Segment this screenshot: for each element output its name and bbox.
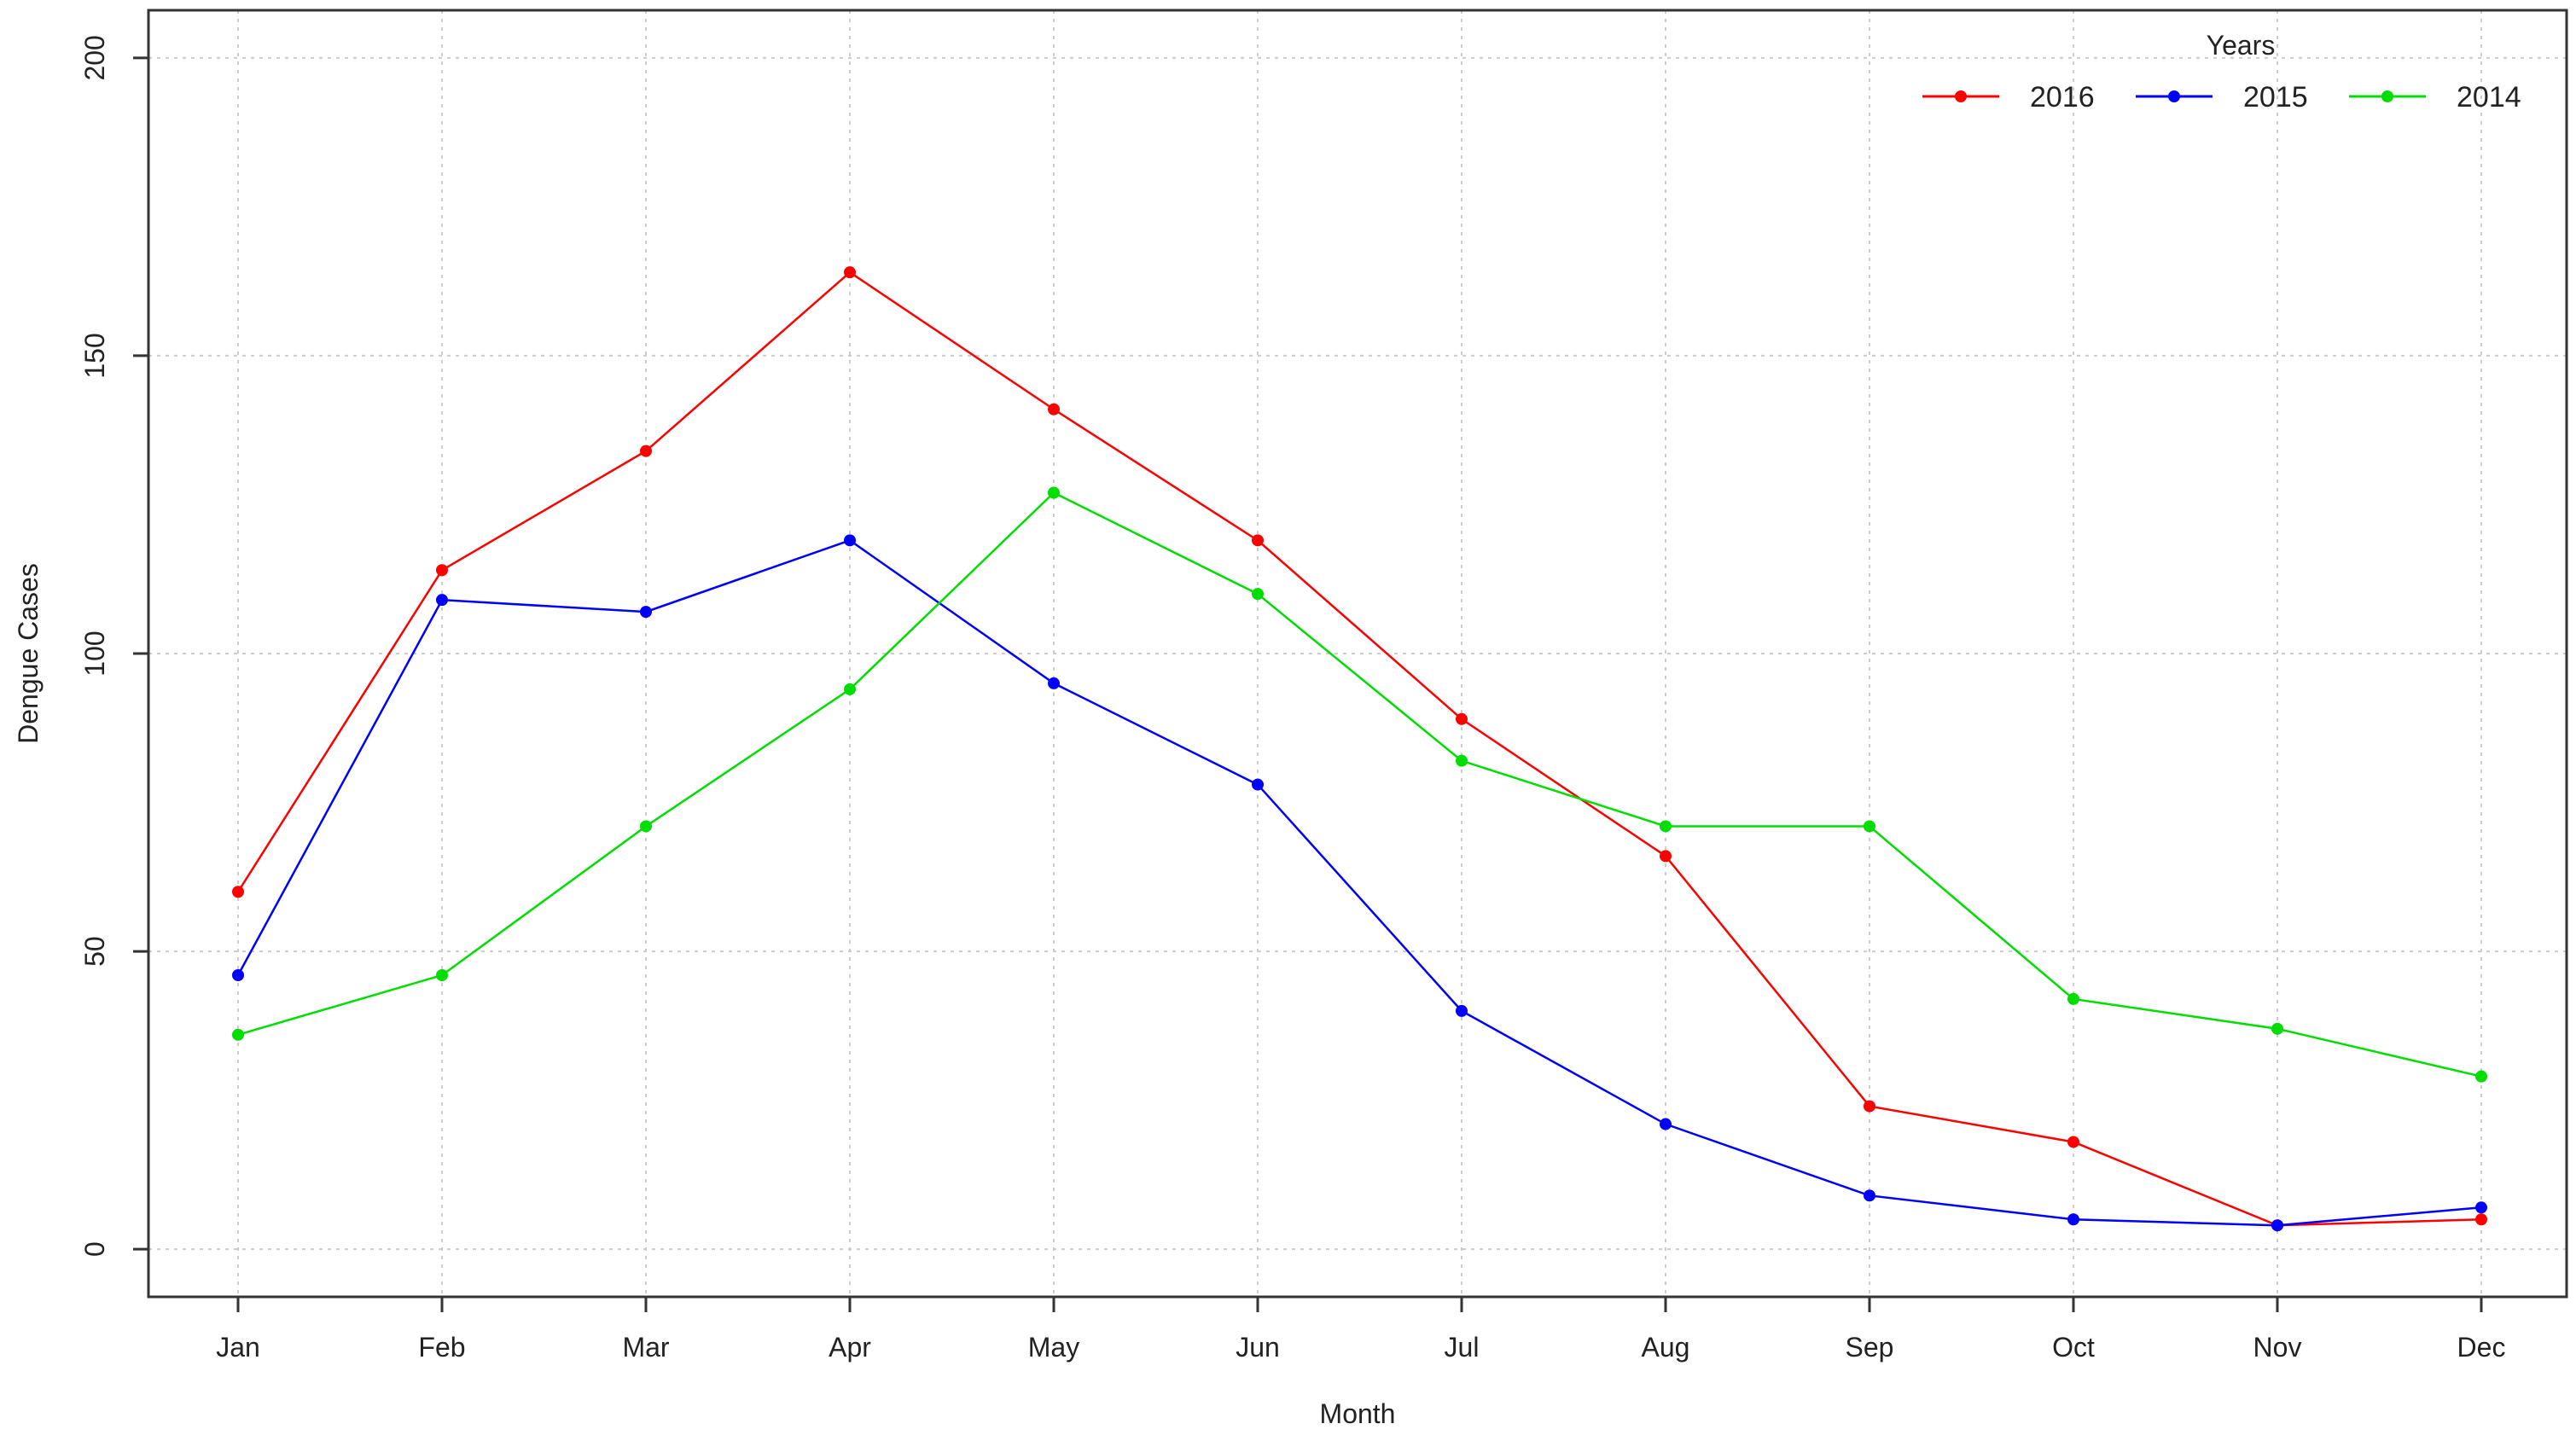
data-point-2015	[1660, 1118, 1672, 1130]
series-line-2015	[236, 538, 2482, 1227]
data-point-2015	[1048, 677, 1060, 689]
legend-marker-2016	[1955, 90, 1967, 102]
legend-label-2015: 2015	[2243, 81, 2308, 113]
x-tick-label: Oct	[2052, 1332, 2095, 1363]
x-tick-label: Jun	[1236, 1332, 1280, 1363]
data-point-2015	[2067, 1213, 2079, 1226]
series-line-2016	[236, 270, 2482, 1227]
series-2014	[232, 486, 2487, 1083]
data-point-2014	[1456, 754, 1468, 767]
data-point-2015	[844, 534, 856, 547]
data-point-2015	[640, 606, 652, 619]
data-point-2014	[1864, 820, 1875, 833]
x-tick-label: Sep	[1846, 1332, 1894, 1363]
data-point-2014	[436, 969, 448, 981]
data-point-2016	[436, 564, 448, 577]
x-tick-label: Apr	[829, 1332, 871, 1363]
legend-marker-2015	[2168, 90, 2180, 102]
data-point-2014	[232, 1028, 244, 1041]
data-point-2016	[844, 266, 856, 279]
x-tick-label: Dec	[2457, 1332, 2506, 1363]
y-tick-label: 0	[79, 1241, 110, 1257]
axes: Jan Feb Mar Apr May Jun Jul Aug Sep Oct Nov Dec 0 50 1…	[79, 35, 2505, 1363]
data-point-2015	[436, 594, 448, 607]
x-tick-label: Jul	[1445, 1332, 1480, 1363]
data-point-2016	[1660, 850, 1672, 863]
legend-label-2014: 2014	[2457, 81, 2521, 113]
data-point-2016	[1456, 712, 1468, 725]
y-tick-label: 50	[79, 936, 110, 967]
data-point-2016	[640, 445, 652, 457]
data-point-2015	[1456, 1004, 1468, 1017]
series-line-2014	[237, 491, 2482, 1078]
data-point-2014	[640, 820, 652, 833]
legend-marker-2014	[2381, 90, 2393, 102]
legend-label-2016: 2016	[2030, 81, 2095, 113]
data-point-2014	[2067, 992, 2079, 1005]
data-point-2014	[2271, 1022, 2283, 1035]
data-point-2014	[1048, 486, 1060, 499]
x-tick-label: Aug	[1642, 1332, 1690, 1363]
x-tick-label: Feb	[418, 1332, 465, 1363]
x-tick-label: Jan	[216, 1332, 260, 1363]
x-tick-label: May	[1028, 1332, 1079, 1363]
data-point-2016	[1048, 403, 1060, 416]
data-point-2015	[2475, 1201, 2487, 1214]
legend-title: Years	[2207, 30, 2276, 61]
y-tick-label: 200	[79, 35, 110, 80]
grid-lines	[148, 10, 2567, 1297]
y-axis-title: Dengue Cases	[13, 563, 44, 744]
x-tick-label: Nov	[2253, 1332, 2302, 1363]
series-2015	[232, 534, 2487, 1232]
data-point-2016	[1252, 534, 1264, 547]
data-point-2015	[1252, 778, 1264, 791]
series	[232, 266, 2487, 1232]
data-point-2014	[1252, 588, 1264, 601]
data-point-2014	[844, 683, 856, 695]
data-point-2015	[2271, 1219, 2283, 1232]
x-axis-title: Month	[1320, 1398, 1396, 1429]
data-point-2016	[1864, 1100, 1875, 1113]
legend: Years 2016 2015 2014	[1922, 30, 2521, 113]
x-tick-label: Mar	[622, 1332, 669, 1363]
data-point-2014	[1660, 820, 1672, 833]
y-tick-label: 150	[79, 333, 110, 378]
data-point-2016	[2067, 1136, 2079, 1148]
data-point-2016	[2475, 1213, 2487, 1226]
data-point-2016	[232, 886, 244, 898]
y-tick-label: 100	[79, 631, 110, 676]
data-point-2015	[232, 969, 244, 981]
data-point-2014	[2475, 1070, 2487, 1083]
data-point-2015	[1864, 1189, 1875, 1202]
